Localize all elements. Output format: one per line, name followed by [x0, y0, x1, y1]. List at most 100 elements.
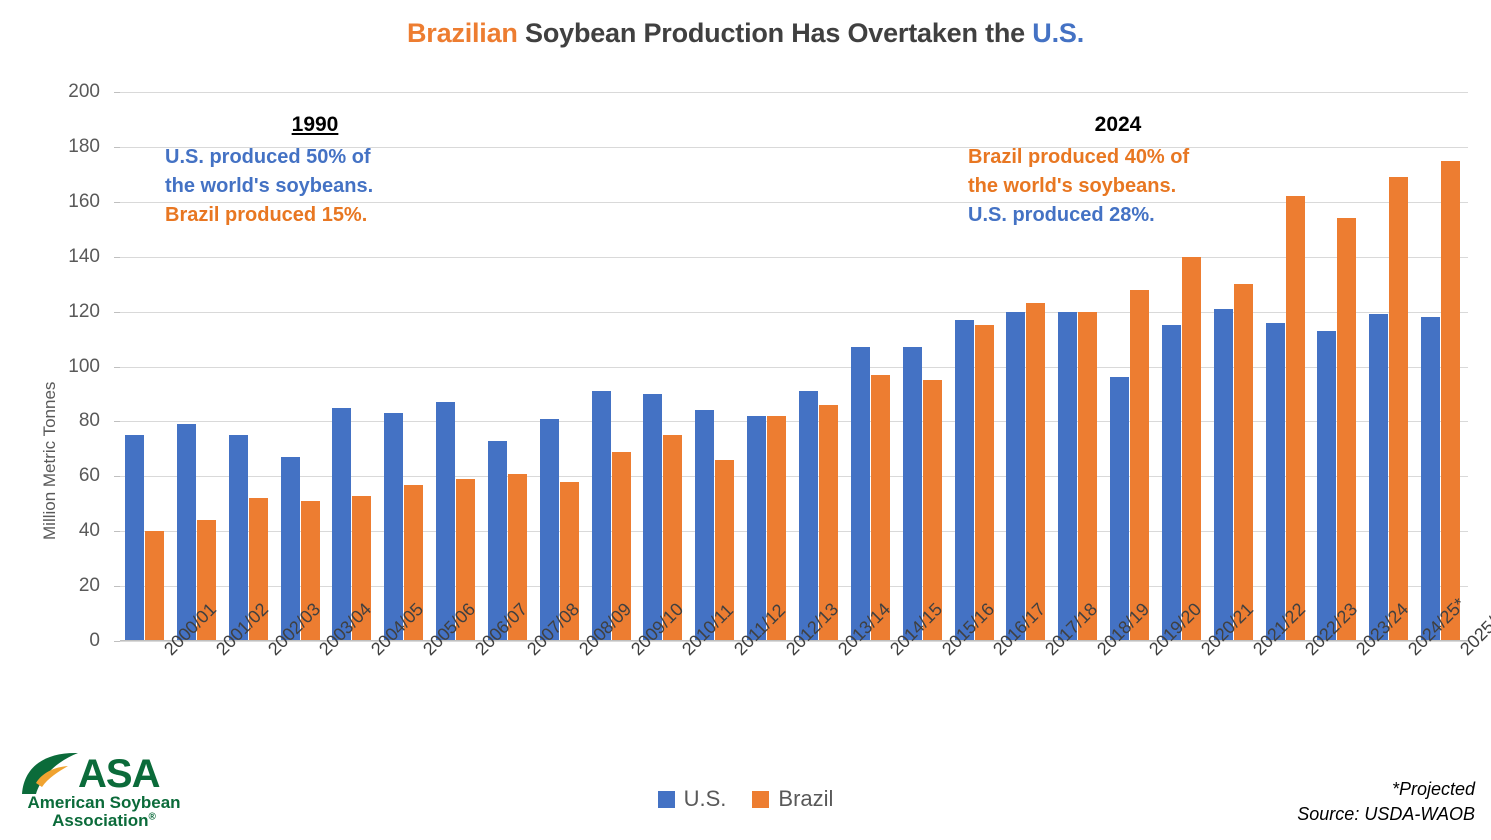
bar-us[interactable]	[747, 415, 767, 641]
x-tick-label: 2023/24	[1352, 599, 1412, 660]
bar-brazil[interactable]	[819, 404, 838, 641]
bar-brazil[interactable]	[196, 520, 216, 641]
bar-brazil[interactable]	[870, 374, 890, 641]
x-tick-label: 2010/11	[678, 600, 737, 660]
gridline	[120, 146, 1468, 148]
bar-group	[224, 92, 276, 641]
asa-acronym: ASA	[78, 752, 160, 796]
title-part-brazil: Brazilian	[406, 18, 518, 48]
bar-brazil[interactable]	[611, 451, 631, 641]
gridline	[120, 201, 1468, 203]
asa-leaf-icon	[22, 752, 78, 794]
bar-us[interactable]	[1369, 314, 1389, 641]
y-tick-label: 100	[68, 355, 100, 377]
bar-us[interactable]	[799, 391, 818, 641]
bar-brazil[interactable]	[1026, 303, 1046, 641]
y-tick-label: 60	[78, 465, 100, 487]
legend-label: Brazil	[778, 786, 834, 811]
bar-group	[1157, 92, 1209, 641]
bar-us[interactable]	[125, 435, 144, 641]
bar-brazil[interactable]	[559, 481, 579, 641]
bar-us[interactable]	[280, 457, 300, 641]
y-tick-mark	[114, 531, 120, 533]
bar-group	[846, 92, 898, 641]
bar-us[interactable]	[436, 402, 456, 641]
bar-brazil[interactable]	[1181, 256, 1201, 641]
bar-us[interactable]	[954, 319, 974, 641]
annotation-2024-line1: Brazil produced 40% of	[968, 146, 1190, 168]
gridline	[120, 531, 1468, 533]
bar-group	[483, 92, 535, 641]
bar-group	[276, 92, 328, 641]
bar-us[interactable]	[591, 391, 611, 641]
bar-brazil[interactable]	[663, 435, 683, 641]
bar-brazil[interactable]	[1389, 177, 1409, 641]
x-tick-label: 2001/02	[212, 599, 272, 660]
bar-group	[172, 92, 224, 641]
bar-brazil[interactable]	[1441, 160, 1461, 641]
bar-us[interactable]	[487, 440, 507, 641]
x-tick-label: 2025/26*	[1456, 594, 1491, 660]
bar-us[interactable]	[332, 407, 352, 641]
bar-brazil[interactable]	[248, 498, 268, 641]
bar-us[interactable]	[539, 418, 559, 641]
bar-brazil[interactable]	[456, 479, 476, 641]
gridline	[120, 641, 1468, 642]
x-tick-label: 2015/16	[938, 599, 998, 660]
bar-group	[587, 92, 639, 641]
gridline	[120, 311, 1468, 313]
bar-group	[898, 92, 950, 641]
bar-us[interactable]	[850, 347, 870, 641]
chart-footnotes: *Projected Source: USDA-WAOB	[1297, 777, 1475, 826]
bar-brazil[interactable]	[145, 531, 164, 641]
bar-group	[1261, 92, 1313, 641]
bar-brazil[interactable]	[1078, 311, 1098, 641]
legend-swatch-icon	[657, 790, 675, 808]
bar-us[interactable]	[228, 435, 248, 641]
bar-us[interactable]	[176, 424, 196, 641]
y-tick-mark	[114, 311, 120, 313]
title-part-us: U.S.	[1032, 18, 1084, 48]
bar-brazil[interactable]	[715, 459, 735, 641]
bar-brazil[interactable]	[404, 484, 424, 641]
y-tick-mark	[114, 256, 120, 258]
bar-us[interactable]	[902, 347, 922, 641]
x-tick-label: 2008/09	[575, 599, 635, 660]
bar-brazil[interactable]	[507, 473, 527, 641]
legend-item[interactable]: Brazil	[752, 786, 833, 812]
bar-us[interactable]	[1265, 322, 1285, 641]
y-tick-mark	[114, 92, 120, 93]
y-tick-mark	[114, 586, 120, 588]
y-tick-mark	[114, 421, 120, 423]
bar-us[interactable]	[1110, 377, 1130, 641]
bar-brazil[interactable]	[1285, 196, 1305, 641]
bar-us[interactable]	[1421, 317, 1441, 641]
bar-us[interactable]	[1006, 311, 1026, 641]
bar-brazil[interactable]	[922, 380, 942, 641]
y-tick-mark	[114, 201, 120, 203]
bar-us[interactable]	[1058, 311, 1078, 641]
bar-brazil[interactable]	[1337, 218, 1357, 641]
bar-us[interactable]	[695, 410, 715, 641]
bar-brazil[interactable]	[974, 325, 994, 641]
bar-us[interactable]	[1161, 325, 1181, 641]
x-tick-label: 2003/04	[315, 599, 375, 660]
bar-group	[120, 92, 172, 641]
bar-brazil[interactable]	[767, 415, 787, 641]
bar-us[interactable]	[384, 413, 404, 641]
legend-item[interactable]: U.S.	[657, 786, 726, 812]
y-tick-label: 40	[78, 520, 100, 542]
bar-group	[690, 92, 742, 641]
y-tick-label: 180	[68, 135, 100, 157]
gridline	[120, 476, 1468, 478]
bar-group	[794, 92, 846, 641]
bar-brazil[interactable]	[300, 501, 320, 641]
y-tick-label: 0	[89, 630, 100, 651]
bar-brazil[interactable]	[1233, 284, 1253, 641]
bar-brazil[interactable]	[1130, 289, 1150, 641]
bar-us[interactable]	[643, 393, 663, 641]
bar-brazil[interactable]	[352, 495, 372, 641]
bar-us[interactable]	[1213, 308, 1233, 641]
bar-us[interactable]	[1317, 330, 1337, 641]
